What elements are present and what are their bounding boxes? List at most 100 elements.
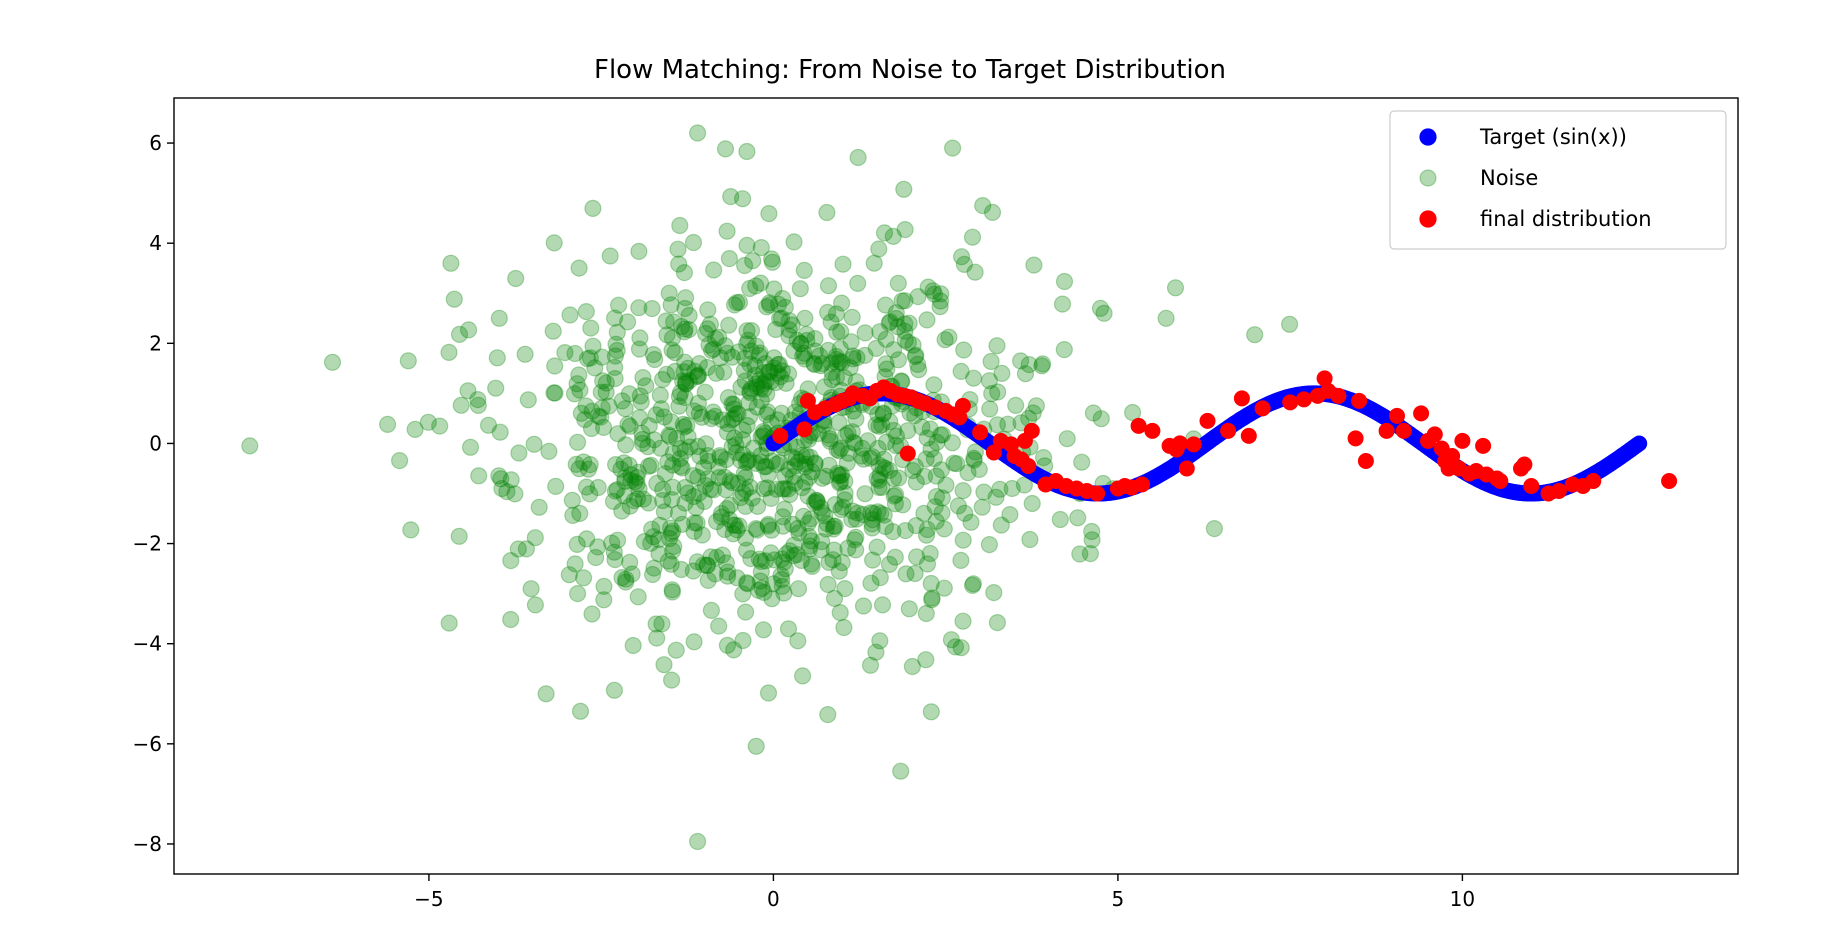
noise-point bbox=[718, 222, 736, 240]
noise-point bbox=[720, 250, 739, 268]
noise-point bbox=[689, 468, 707, 486]
noise-point bbox=[651, 516, 669, 534]
noise-point bbox=[487, 379, 505, 397]
noise-point bbox=[624, 636, 642, 655]
noise-point bbox=[704, 403, 722, 421]
noise-point bbox=[1023, 494, 1041, 513]
noise-point bbox=[826, 517, 844, 535]
noise-point bbox=[837, 426, 855, 444]
noise-point bbox=[546, 384, 564, 402]
noise-point bbox=[625, 492, 643, 510]
noise-point bbox=[675, 323, 694, 341]
noise-point bbox=[775, 500, 794, 518]
noise-point bbox=[875, 224, 894, 242]
noise-point bbox=[774, 517, 792, 535]
noise-point bbox=[739, 331, 757, 349]
noise-point bbox=[831, 603, 849, 622]
noise-point bbox=[809, 424, 828, 443]
noise-point bbox=[741, 478, 759, 496]
noise-point bbox=[884, 522, 902, 541]
final-point bbox=[1089, 485, 1106, 502]
noise-point bbox=[812, 357, 830, 375]
noise-point bbox=[469, 396, 487, 414]
noise-point bbox=[909, 355, 927, 373]
noise-point bbox=[749, 581, 768, 600]
noise-point bbox=[773, 290, 792, 308]
noise-point bbox=[577, 397, 595, 415]
noise-point bbox=[696, 476, 714, 494]
noise-point bbox=[877, 330, 895, 348]
noise-point bbox=[827, 305, 846, 323]
noise-point bbox=[461, 438, 480, 456]
noise-point bbox=[784, 467, 802, 486]
noise-point bbox=[593, 399, 611, 417]
noise-point bbox=[510, 444, 528, 462]
noise-point bbox=[841, 359, 859, 377]
noise-point bbox=[987, 488, 1005, 506]
noise-point bbox=[673, 372, 692, 390]
noise-point bbox=[602, 534, 621, 552]
noise-point bbox=[988, 613, 1007, 632]
noise-point bbox=[710, 328, 728, 346]
noise-point bbox=[769, 295, 788, 313]
noise-point bbox=[833, 553, 851, 572]
noise-point bbox=[935, 579, 953, 597]
axes-frame bbox=[173, 97, 1739, 875]
noise-point bbox=[664, 522, 682, 540]
noise-point bbox=[797, 325, 816, 343]
noise-point bbox=[616, 472, 634, 490]
noise-point bbox=[679, 428, 697, 446]
noise-point bbox=[922, 703, 940, 721]
noise-point bbox=[730, 517, 748, 535]
noise-point bbox=[788, 331, 806, 349]
final-point bbox=[1330, 387, 1347, 404]
noise-point bbox=[706, 407, 724, 425]
noise-point bbox=[756, 355, 775, 373]
noise-point bbox=[723, 395, 741, 413]
noise-point bbox=[639, 494, 658, 512]
noise-point bbox=[813, 355, 831, 373]
noise-point bbox=[623, 565, 641, 583]
noise-point bbox=[648, 474, 666, 492]
noise-point bbox=[748, 521, 766, 539]
noise-point bbox=[622, 466, 640, 484]
noise-point bbox=[657, 365, 676, 383]
noise-point bbox=[757, 406, 776, 424]
noise-point bbox=[684, 233, 703, 252]
noise-point bbox=[704, 481, 723, 499]
noise-point bbox=[606, 456, 625, 474]
noise-point bbox=[839, 539, 857, 557]
noise-point bbox=[628, 490, 647, 508]
noise-point bbox=[675, 363, 693, 381]
noise-point bbox=[589, 538, 607, 556]
noise-point bbox=[676, 388, 694, 407]
noise-point bbox=[658, 326, 676, 344]
noise-point bbox=[1058, 430, 1076, 448]
noise-point bbox=[940, 328, 958, 346]
noise-point bbox=[739, 452, 757, 470]
final-point bbox=[1240, 427, 1257, 444]
noise-point bbox=[827, 368, 846, 386]
noise-point bbox=[570, 259, 588, 277]
noise-point bbox=[873, 596, 892, 614]
noise-point bbox=[909, 288, 927, 306]
noise-point bbox=[820, 456, 838, 474]
noise-point bbox=[830, 562, 848, 580]
noise-point bbox=[762, 489, 780, 507]
noise-point bbox=[570, 460, 588, 478]
noise-point bbox=[645, 431, 663, 449]
noise-point bbox=[762, 521, 781, 539]
chart-title: Flow Matching: From Noise to Target Dist… bbox=[594, 55, 1226, 85]
noise-point bbox=[630, 480, 648, 498]
noise-point bbox=[691, 447, 709, 465]
noise-point bbox=[675, 264, 694, 282]
noise-point bbox=[907, 473, 925, 491]
noise-point bbox=[1083, 531, 1101, 549]
noise-point bbox=[450, 325, 469, 343]
noise-point bbox=[827, 347, 845, 366]
noise-point bbox=[918, 429, 936, 447]
noise-point bbox=[620, 456, 638, 474]
noise-point bbox=[773, 577, 791, 596]
noise-point bbox=[607, 335, 625, 353]
noise-point bbox=[597, 383, 615, 401]
